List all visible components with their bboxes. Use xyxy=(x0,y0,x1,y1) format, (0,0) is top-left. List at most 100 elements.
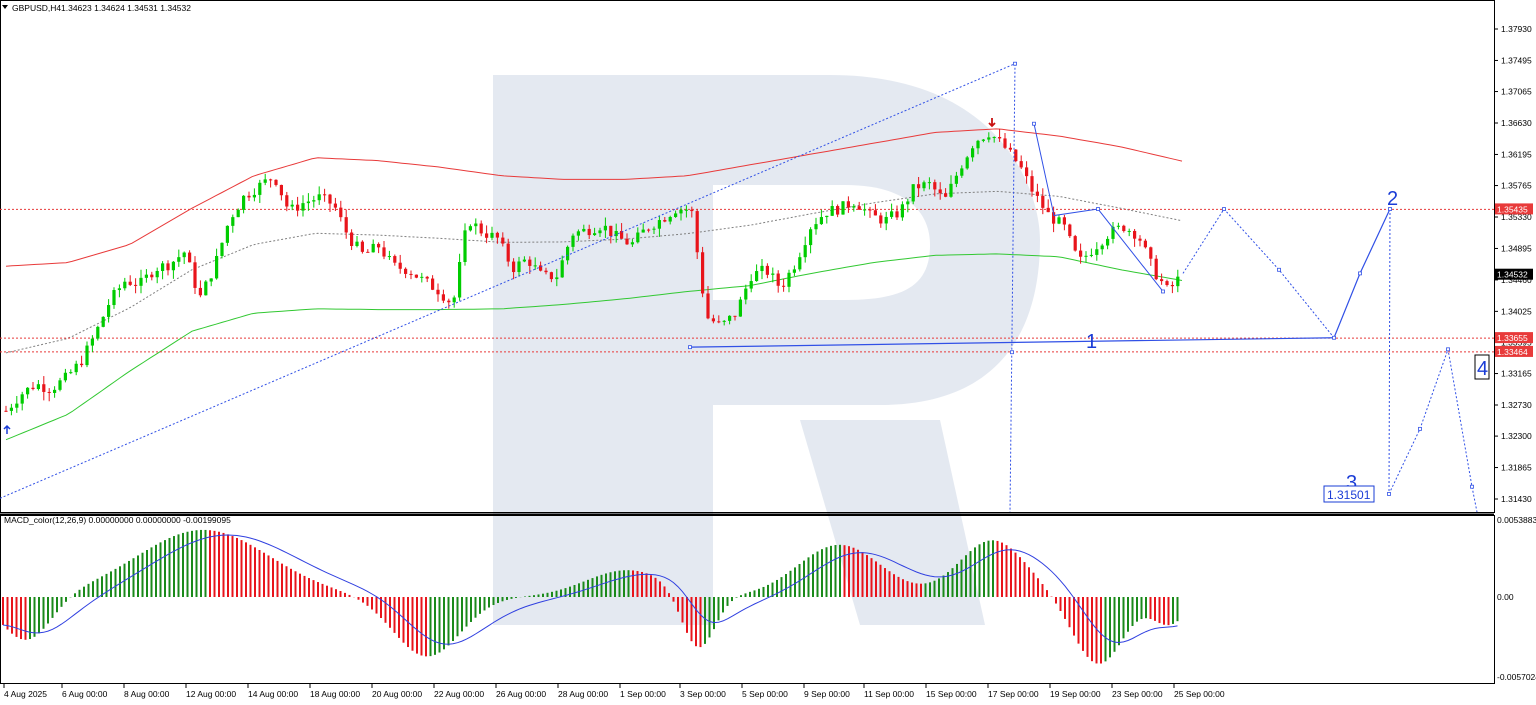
dropdown-triangle-icon[interactable] xyxy=(2,5,8,9)
candle-body xyxy=(301,203,305,211)
wave-point-marker xyxy=(1161,289,1165,294)
candle-body xyxy=(647,229,651,231)
candle-body xyxy=(290,204,294,207)
candle-body xyxy=(927,182,931,184)
time-axis-label: 3 Sep 00:00 xyxy=(680,689,726,699)
candle-body xyxy=(1143,240,1147,248)
macd-layer xyxy=(2,529,1179,664)
candle-body xyxy=(1046,207,1050,213)
candle-body xyxy=(1170,285,1174,287)
candle-body xyxy=(101,316,105,327)
candle-body xyxy=(1149,247,1153,259)
macd-panel-frame xyxy=(0,515,1495,684)
candle-body xyxy=(1003,138,1007,148)
price-axis-label: 1.35765 xyxy=(1501,181,1532,191)
candle-body xyxy=(684,209,688,211)
candle-body xyxy=(620,230,624,239)
candle-body xyxy=(787,272,791,287)
level-price-label: 1.35435 xyxy=(1497,204,1528,214)
candle-body xyxy=(976,140,980,149)
candle-body xyxy=(144,274,148,278)
candle-body xyxy=(857,206,861,210)
candle-body xyxy=(1068,224,1072,237)
candle-body xyxy=(182,252,186,258)
price-axis-label: 1.36195 xyxy=(1501,149,1532,159)
candle-body xyxy=(26,387,30,395)
time-axis-label: 17 Sep 00:00 xyxy=(988,689,1039,699)
candle-body xyxy=(355,241,359,246)
candle-body xyxy=(846,201,850,208)
candle-body xyxy=(911,184,915,202)
wave-point-marker xyxy=(1358,271,1362,276)
candle-body xyxy=(274,179,278,185)
level-price-label: 1.33655 xyxy=(1497,333,1528,343)
candle-body xyxy=(987,137,991,140)
candle-body xyxy=(350,232,354,246)
candle-body xyxy=(1133,230,1137,239)
time-axis-label: 19 Sep 00:00 xyxy=(1050,689,1101,699)
candle-body xyxy=(47,391,51,393)
price-axis-label: 1.34895 xyxy=(1501,243,1532,253)
candle-body xyxy=(760,265,764,272)
candle-body xyxy=(533,265,537,267)
wave-projection-layer xyxy=(0,61,1478,513)
candle-body xyxy=(771,273,775,275)
price-axis-label: 1.37495 xyxy=(1501,55,1532,65)
candle-body xyxy=(1062,217,1066,225)
level-price-box xyxy=(1495,203,1533,215)
candle-body xyxy=(836,206,840,215)
candle-body xyxy=(447,300,451,303)
projection-to-wave-2 xyxy=(1333,208,1391,338)
time-axis-label: 25 Sep 00:00 xyxy=(1174,689,1225,699)
wave-point-marker xyxy=(1013,61,1017,66)
axes-layer: 1.37930 1.37495 1.37065 1.36630 1.36195 1.357… xyxy=(3,24,1533,699)
candle-body xyxy=(992,137,996,139)
candle-body xyxy=(830,206,834,216)
wave-point-marker xyxy=(1222,207,1226,211)
time-axis-label: 12 Aug 00:00 xyxy=(186,689,236,699)
wave-label-1: 1 xyxy=(1086,331,1097,353)
target-price-box xyxy=(1323,485,1375,503)
candle-body xyxy=(323,194,327,196)
time-axis-label: 5 Sep 00:00 xyxy=(742,689,788,699)
target-price-label: 1.31501 xyxy=(1327,488,1371,502)
candle-body xyxy=(852,206,856,208)
candle-body xyxy=(1165,281,1169,286)
wave-point-marker xyxy=(1388,207,1392,211)
candle-body xyxy=(495,232,499,238)
candle-body xyxy=(9,407,13,411)
time-axis-label: 23 Sep 00:00 xyxy=(1112,689,1163,699)
candle-body xyxy=(1127,230,1131,232)
candle-body xyxy=(841,201,845,215)
candle-body xyxy=(4,410,8,412)
candle-body xyxy=(58,380,62,390)
candle-body xyxy=(944,193,948,197)
candle-body xyxy=(31,387,35,389)
candle-body xyxy=(884,216,888,224)
candle-body xyxy=(177,257,181,262)
candle-body xyxy=(679,209,683,214)
time-axis-label: 4 Aug 2025 xyxy=(4,689,47,699)
candle-body xyxy=(571,235,575,247)
macd-scale-zero: 0.00 xyxy=(1497,592,1514,602)
candle-body xyxy=(782,285,786,287)
candle-body xyxy=(733,315,737,317)
up-arrow-icon xyxy=(3,424,11,434)
candle-body xyxy=(576,231,580,236)
candle-body xyxy=(965,157,969,169)
current-price-box xyxy=(1495,268,1533,280)
candle-body xyxy=(917,184,921,189)
candle-body xyxy=(485,233,489,238)
wave-point-marker xyxy=(1096,207,1100,211)
candle-body xyxy=(792,269,796,273)
wave-point-marker xyxy=(1277,267,1281,272)
time-axis-label: 8 Aug 00:00 xyxy=(124,689,170,699)
candles-layer xyxy=(3,118,1180,434)
candle-body xyxy=(603,225,607,231)
candle-body xyxy=(1176,276,1180,287)
macd-label: MACD_color(12,26,9) 0.00000000 0.0000000… xyxy=(4,515,231,525)
candle-body xyxy=(625,238,629,245)
price-axis-label: 1.37930 xyxy=(1501,24,1532,34)
